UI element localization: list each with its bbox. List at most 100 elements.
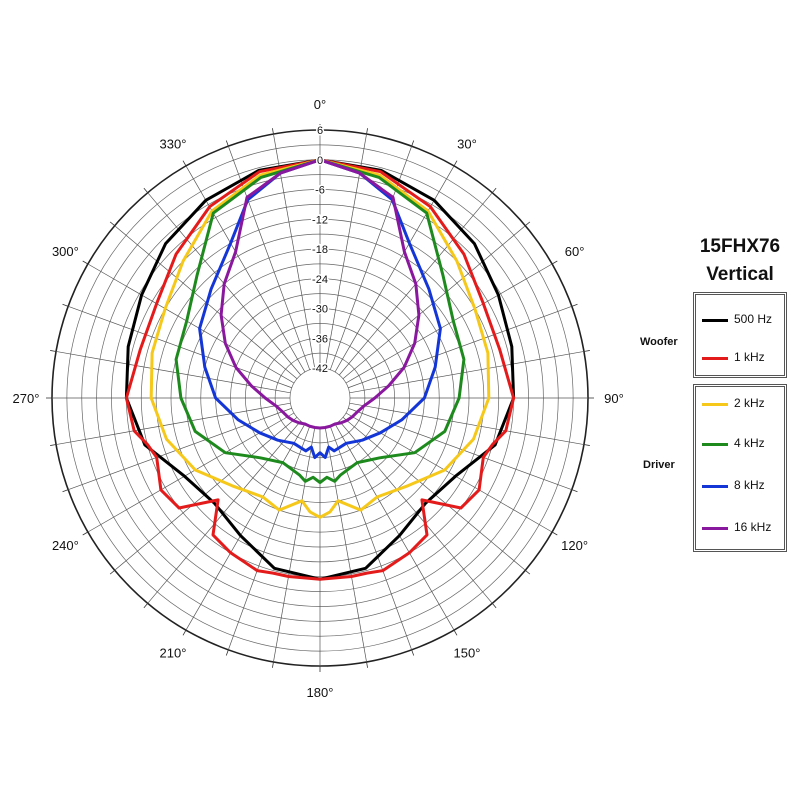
angle-tick [366,661,368,668]
series-line-8khz [198,158,442,459]
legend-item-8khz: 8 kHz [702,477,786,497]
angle-tick [551,260,558,265]
legend-item-500hz: 500 Hz [702,311,786,331]
grid-spoke [334,423,455,631]
angle-tick-label: 120° [561,538,588,553]
angle-tick [551,531,558,536]
angle-tick [411,140,415,147]
legend-swatch [702,443,728,446]
grid-spoke [345,412,553,533]
radial-tick-label: 6 [317,125,323,137]
angle-tick [583,350,590,352]
angle-tick [182,629,187,636]
grid-spoke [56,402,291,445]
angle-tick [525,221,531,227]
series-line-1khz [124,158,516,581]
angle-tick-label: 60° [565,244,585,259]
angle-tick [182,160,187,167]
grid-spoke [348,407,572,490]
angle-tick [50,444,57,446]
angle-tick-label: 300° [52,244,79,259]
legend-box-woofer: 500 Hz 1 kHz [693,292,787,378]
legend-swatch [702,357,728,360]
angle-tick-label: 0° [314,97,326,112]
radial-tick-label: -6 [315,185,325,197]
grid-spoke [185,423,306,631]
radial-tick-label: -18 [312,244,328,256]
polar-grid [46,124,594,672]
angle-tick-label: 150° [454,646,481,661]
angle-tick [143,603,149,609]
angle-tick [225,649,229,656]
grid-spoke [87,412,295,533]
angle-tick-label: 210° [160,646,187,661]
angle-tick [491,603,497,609]
grid-spoke [345,263,553,384]
angle-tick-label: 90° [604,391,624,406]
angle-tick [272,128,274,135]
legend-swatch [702,485,728,488]
angle-tick [225,140,229,147]
angle-tick [109,569,115,575]
angle-tick [62,489,69,493]
legend-group-driver: Driver [643,459,675,471]
polar-plot: 6 0 -6 -12 -18 -24 -30 -36 -42 0° 30° 60° 90° 120° 15… [13,97,624,700]
radial-tick-label: -42 [312,363,328,375]
legend-swatch [702,319,728,322]
grid-spoke [273,427,316,662]
legend-group-woofer: Woofer [640,336,678,348]
angle-tick [50,350,57,352]
grid-spoke [87,263,295,384]
chart-title: 15FHX76 [699,236,781,257]
grid-spoke [147,420,301,604]
angle-tick-label: 270° [13,391,40,406]
grid-spoke [349,351,584,394]
angle-tick [366,128,368,135]
legend-label: 2 kHz [734,396,765,410]
angle-tick [411,649,415,656]
angle-tick [583,444,590,446]
angle-tick-label: 180° [307,685,334,700]
grid-ring [289,367,351,429]
legend-label: 1 kHz [734,350,765,364]
legend-label: 8 kHz [734,478,765,492]
grid-spoke [329,426,412,650]
angle-tick [571,303,578,307]
legend-item-2khz: 2 kHz [702,395,786,415]
legend-item-16khz: 16 kHz [702,519,786,539]
grid-spoke [228,426,311,650]
chart-subtitle: Vertical [706,264,774,285]
series-line-4khz [174,158,466,484]
angle-tick [571,489,578,493]
radial-tick-labels: 6 0 -6 -12 -18 -24 -30 -36 -42 [311,124,330,377]
legend-box-driver: 2 kHz 4 kHz 8 kHz 16 kHz [693,384,787,552]
radial-tick-label: -36 [312,333,328,345]
legend-label: 16 kHz [734,520,772,534]
grid-spoke [185,165,306,373]
angle-tick-label: 240° [52,538,79,553]
radial-tick-label: -24 [312,274,328,286]
legend-swatch [702,403,728,406]
grid-spoke [68,407,292,490]
series-line-2khz [149,158,491,519]
angle-tick [272,661,274,668]
legend-item-1khz: 1 kHz [702,349,786,369]
angle-tick [62,303,69,307]
series-line-16khz [219,158,421,430]
radial-tick-label: -30 [312,304,328,316]
angle-tick [491,187,497,193]
angle-tick-label: 330° [160,136,187,151]
grid-spoke [324,427,367,662]
angle-tick [525,569,531,575]
angle-tick [453,629,458,636]
angle-tick-label: 30° [457,136,477,151]
angle-tick [453,160,458,167]
angle-tick [82,531,89,536]
curves [124,158,516,581]
legend-item-4khz: 4 kHz [702,435,786,455]
radial-tick-label: 0 [317,155,323,167]
angle-tick [109,221,115,227]
legend-swatch [702,527,728,530]
angle-tick-labels: 0° 30° 60° 90° 120° 150° 180° 210° 240° 270° 300° 3… [13,97,624,700]
grid-spoke [349,402,584,445]
